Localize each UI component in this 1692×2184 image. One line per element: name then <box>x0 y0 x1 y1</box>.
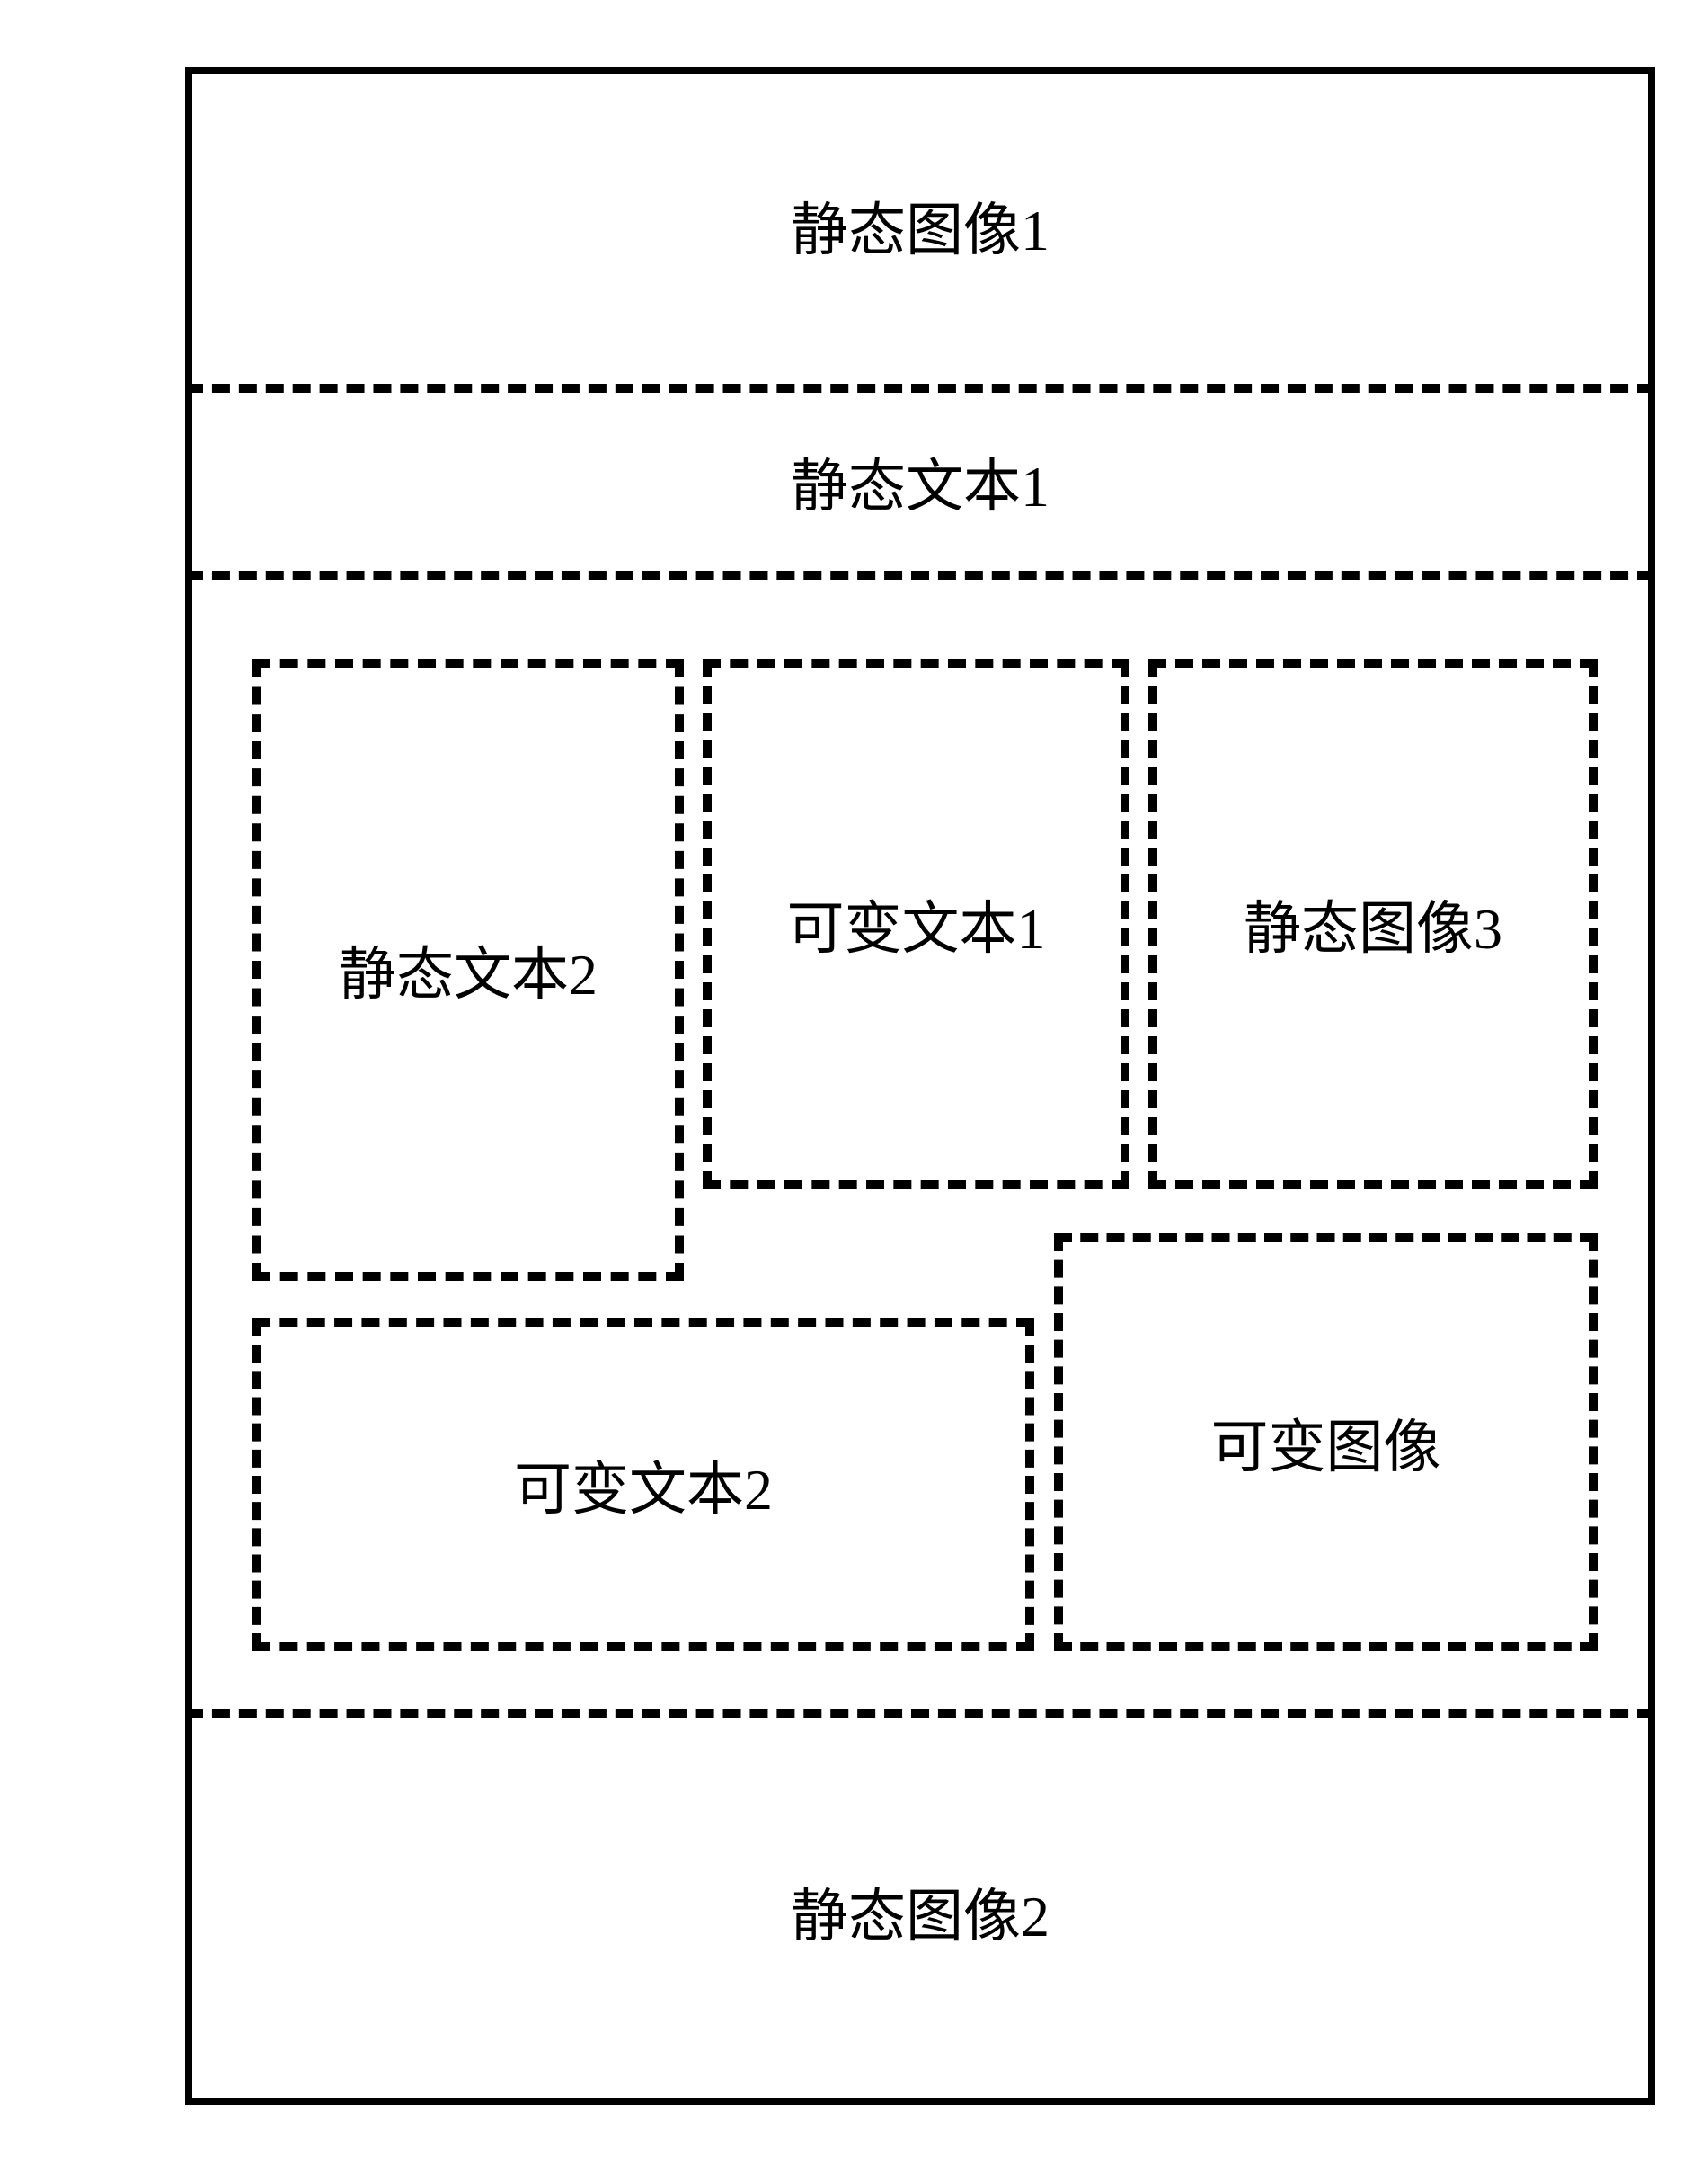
label-static-image-1: 静态图像1 <box>791 184 1050 267</box>
region-variable-text-1: 可变文本1 <box>703 659 1129 1189</box>
label-variable-text-1: 可变文本1 <box>787 883 1046 965</box>
region-static-image-3: 静态图像3 <box>1148 659 1598 1189</box>
region-static-image-1: 静态图像1 <box>185 67 1655 384</box>
label-static-text-1: 静态文本1 <box>791 440 1050 523</box>
label-static-image-3: 静态图像3 <box>1244 883 1502 965</box>
region-variable-text-2: 可变文本2 <box>252 1318 1034 1651</box>
label-static-image-2: 静态图像2 <box>791 1870 1050 1953</box>
region-static-image-2: 静态图像2 <box>185 1718 1655 2105</box>
region-static-text-1: 静态文本1 <box>185 384 1655 580</box>
label-static-text-2: 静态文本2 <box>339 928 598 1011</box>
diagram-canvas: 静态图像1 静态文本1 静态文本2 可变文本1 静态图像3 可变文本2 可变图像… <box>18 18 1674 2166</box>
region-variable-image: 可变图像 <box>1054 1233 1598 1651</box>
region-static-text-2: 静态文本2 <box>252 659 684 1281</box>
label-variable-text-2: 可变文本2 <box>514 1443 773 1526</box>
label-variable-image: 可变图像 <box>1211 1401 1441 1484</box>
